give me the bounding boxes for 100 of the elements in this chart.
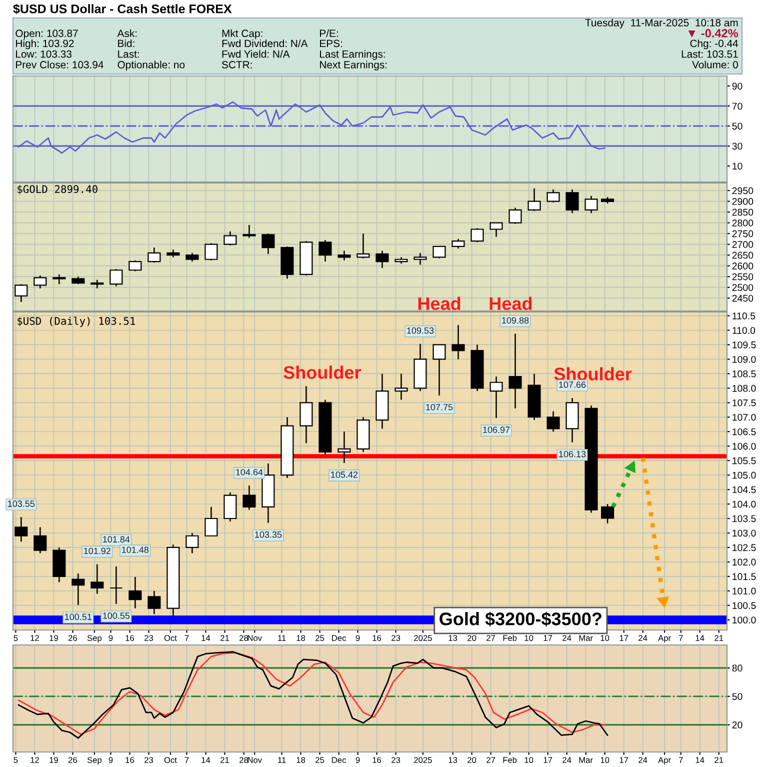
x-tick-label: 5	[14, 757, 18, 763]
x-tick-label: 18	[296, 757, 306, 763]
y-tick-label: 80	[732, 664, 742, 672]
text: Mkt Cap:	[222, 29, 262, 40]
y-tick-label: 105.5	[732, 457, 756, 464]
candlestick	[338, 430, 351, 464]
x-tick-label: Dec	[332, 635, 346, 641]
annotation: 109.53	[407, 327, 434, 334]
x-tick-label: 12	[30, 635, 39, 641]
x-tick-label: 20	[468, 635, 476, 641]
text: Low: 103.33	[16, 50, 72, 58]
x-tick-label: 19	[50, 635, 58, 641]
x-tick-label: 9	[108, 757, 113, 763]
text: P/E:	[320, 29, 338, 38]
candlestick	[204, 506, 218, 536]
x-tick-label: 2025	[414, 757, 432, 763]
candlestick	[566, 188, 579, 214]
candlestick	[224, 230, 237, 246]
y-tick-label: 104.5	[732, 486, 756, 494]
x-tick-label: Mar	[579, 757, 593, 763]
text: Last: 103.51	[682, 50, 738, 58]
annotation: Shoulder	[284, 366, 362, 379]
x-tick-label: 26	[68, 757, 77, 763]
y-tick-label: 106.5	[732, 428, 756, 436]
annotation: 106.97	[483, 426, 510, 433]
annotation: 101.48	[122, 546, 149, 553]
y-tick-label: 108.0	[732, 384, 756, 392]
x-tick-label: 20	[468, 757, 476, 763]
x-tick-label: 11	[278, 757, 286, 763]
x-tick-label: 16	[372, 757, 382, 763]
x-tick-label: 13	[448, 635, 458, 641]
candlestick	[584, 195, 598, 214]
y-tick-label: 90	[732, 82, 742, 90]
x-tick-label: 21	[714, 757, 724, 763]
x-tick-label: 7	[184, 635, 189, 641]
candlestick	[490, 222, 503, 238]
candlestick	[242, 484, 256, 510]
candlestick	[72, 572, 85, 606]
x-tick-label: 11	[278, 635, 286, 641]
candlestick	[128, 576, 142, 609]
text: Chg: -0.44	[690, 39, 738, 50]
y-tick-label: 2550	[732, 273, 754, 280]
x-tick-label: 18	[296, 635, 306, 641]
y-tick-label: 107.5	[732, 399, 756, 406]
candlestick	[546, 188, 560, 203]
x-tick-label: Mar	[579, 635, 593, 641]
x-tick-label: Oct	[164, 757, 177, 763]
candlestick	[242, 224, 256, 238]
x-tick-label: 24	[638, 757, 648, 763]
y-tick-label: 101.0	[732, 588, 756, 595]
annotation: Head	[418, 296, 460, 310]
text: Fwd Dividend: N/A	[222, 39, 308, 48]
candlestick	[528, 188, 541, 212]
x-tick-label: 10	[600, 635, 610, 641]
annotation: Head	[490, 296, 532, 310]
x-tick-label: 23	[144, 635, 154, 641]
annotation: 101.92	[84, 548, 111, 554]
x-tick-label: 9	[108, 635, 113, 641]
x-tick-label: Feb	[503, 634, 517, 641]
text: EPS:	[320, 40, 342, 48]
chart-title: $USD (Daily) 103.51	[18, 316, 136, 327]
candlestick	[490, 376, 503, 419]
text: Bid:	[118, 39, 134, 48]
annotation: Shoulder	[554, 367, 632, 380]
candlestick	[546, 410, 560, 432]
x-tick-label: 5	[14, 635, 18, 641]
x-tick-label: 16	[126, 635, 134, 641]
x-tick-label: 27	[486, 757, 496, 763]
text: Fwd Yield: N/A	[222, 50, 290, 58]
candlestick	[186, 532, 199, 554]
candlestick	[432, 344, 446, 396]
candlestick	[34, 526, 47, 554]
candlestick	[90, 279, 104, 290]
y-tick-label: 50	[732, 693, 742, 700]
x-tick-label: 21	[220, 635, 229, 641]
annotation: 104.64	[236, 468, 263, 476]
text: Next Earnings:	[320, 60, 387, 70]
candlestick	[14, 283, 28, 303]
y-tick-label: 101.5	[732, 573, 756, 580]
x-tick-label: 23	[144, 757, 154, 763]
y-tick-label: 2850	[732, 208, 754, 216]
x-tick-label: 17	[620, 757, 628, 763]
candlestick	[204, 242, 218, 262]
text: High: 103.92	[16, 39, 74, 50]
y-tick-label: 50	[732, 122, 742, 130]
candlestick	[601, 503, 614, 524]
annotation: Gold $3200-$3500?	[440, 612, 602, 626]
x-tick-label: 14	[202, 757, 210, 763]
x-tick-label: 14	[696, 757, 704, 763]
x-tick-label: 16	[372, 635, 382, 641]
y-tick-label: 105.0	[732, 472, 756, 479]
annotation: 103.35	[255, 531, 282, 538]
text: Last Earnings:	[320, 50, 385, 60]
chart-title: $GOLD 2899.40	[18, 184, 98, 194]
candlestick	[148, 246, 161, 264]
y-tick-label: 2800	[732, 220, 754, 226]
candlestick	[338, 250, 351, 262]
y-tick-label: 10	[732, 162, 742, 170]
candlestick	[262, 232, 275, 255]
text: ▼ -0.42%	[688, 29, 738, 38]
